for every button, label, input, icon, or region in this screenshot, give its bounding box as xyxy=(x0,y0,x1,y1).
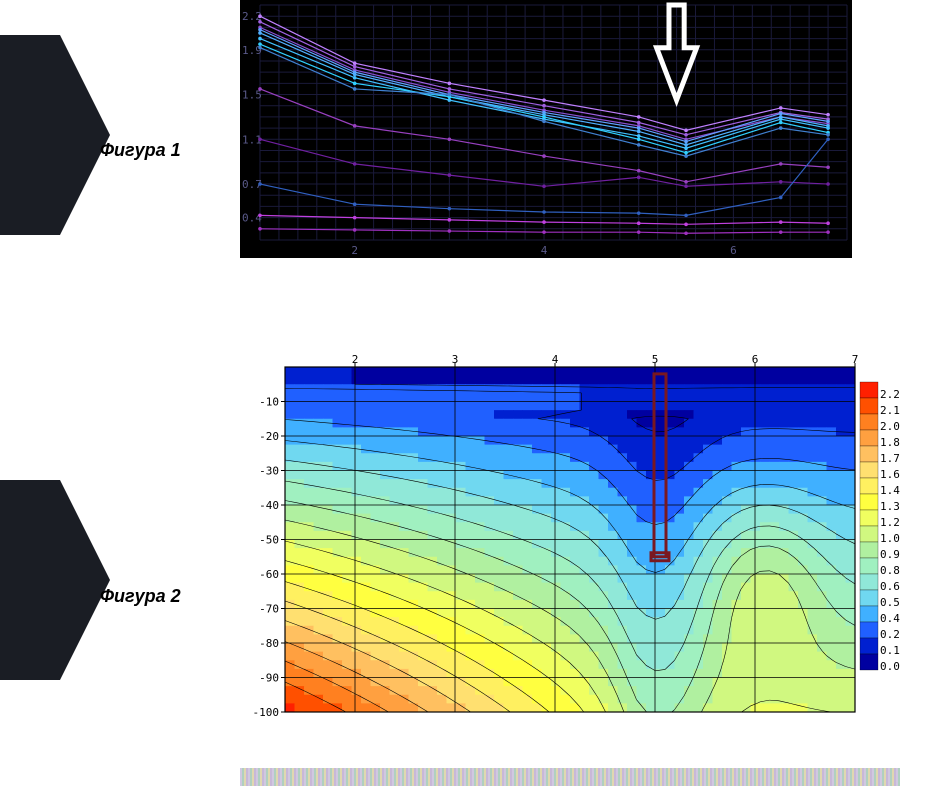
svg-text:0.94: 0.94 xyxy=(880,548,900,561)
line-chart-figure-1: 2460.40.71.11.51.92.2 xyxy=(240,0,852,258)
contour-chart-figure-2: 234567-10-20-30-40-50-60-70-80-90-1002.2… xyxy=(240,352,900,722)
svg-text:1.61: 1.61 xyxy=(880,468,900,481)
svg-text:1.88: 1.88 xyxy=(880,436,900,449)
svg-text:1.07: 1.07 xyxy=(880,532,900,545)
svg-text:0.13: 0.13 xyxy=(880,644,900,657)
svg-text:1.9: 1.9 xyxy=(242,44,262,57)
svg-text:2.28: 2.28 xyxy=(880,388,900,401)
svg-text:1.5: 1.5 xyxy=(242,89,262,102)
svg-text:-20: -20 xyxy=(259,430,279,443)
svg-text:6: 6 xyxy=(730,244,737,257)
svg-text:-80: -80 xyxy=(259,637,279,650)
svg-text:2.01: 2.01 xyxy=(880,420,900,433)
svg-text:1.34: 1.34 xyxy=(880,500,900,513)
svg-text:2: 2 xyxy=(351,244,358,257)
color-legend: 2.28 2.15 2.01 1.88 1.74 1.61 1.48 1.34 1.21 1.07… xyxy=(860,382,900,673)
pointer-figure-1 xyxy=(0,35,60,235)
svg-text:0.00: 0.00 xyxy=(880,660,900,673)
svg-text:0.81: 0.81 xyxy=(880,564,900,577)
svg-text:1.74: 1.74 xyxy=(880,452,900,465)
svg-text:-100: -100 xyxy=(253,706,280,719)
svg-text:1.48: 1.48 xyxy=(880,484,900,497)
svg-text:1.21: 1.21 xyxy=(880,516,900,529)
svg-text:0.40: 0.40 xyxy=(880,612,900,625)
svg-text:4: 4 xyxy=(541,244,548,257)
svg-text:2.15: 2.15 xyxy=(880,404,900,417)
svg-text:-70: -70 xyxy=(259,603,279,616)
noise-strip xyxy=(240,768,900,786)
svg-text:-10: -10 xyxy=(259,396,279,409)
pointer-figure-2 xyxy=(0,480,60,680)
svg-text:0.4: 0.4 xyxy=(242,212,262,225)
svg-text:0.67: 0.67 xyxy=(880,580,900,593)
svg-text:-50: -50 xyxy=(259,534,279,547)
svg-text:-30: -30 xyxy=(259,465,279,478)
svg-text:-90: -90 xyxy=(259,672,279,685)
figure-2-label: Фигура 2 xyxy=(100,586,181,607)
svg-text:-40: -40 xyxy=(259,499,279,512)
figure-1-label: Фигура 1 xyxy=(100,140,181,161)
svg-text:-60: -60 xyxy=(259,568,279,581)
svg-text:0.27: 0.27 xyxy=(880,628,900,641)
svg-text:0.54: 0.54 xyxy=(880,596,900,609)
